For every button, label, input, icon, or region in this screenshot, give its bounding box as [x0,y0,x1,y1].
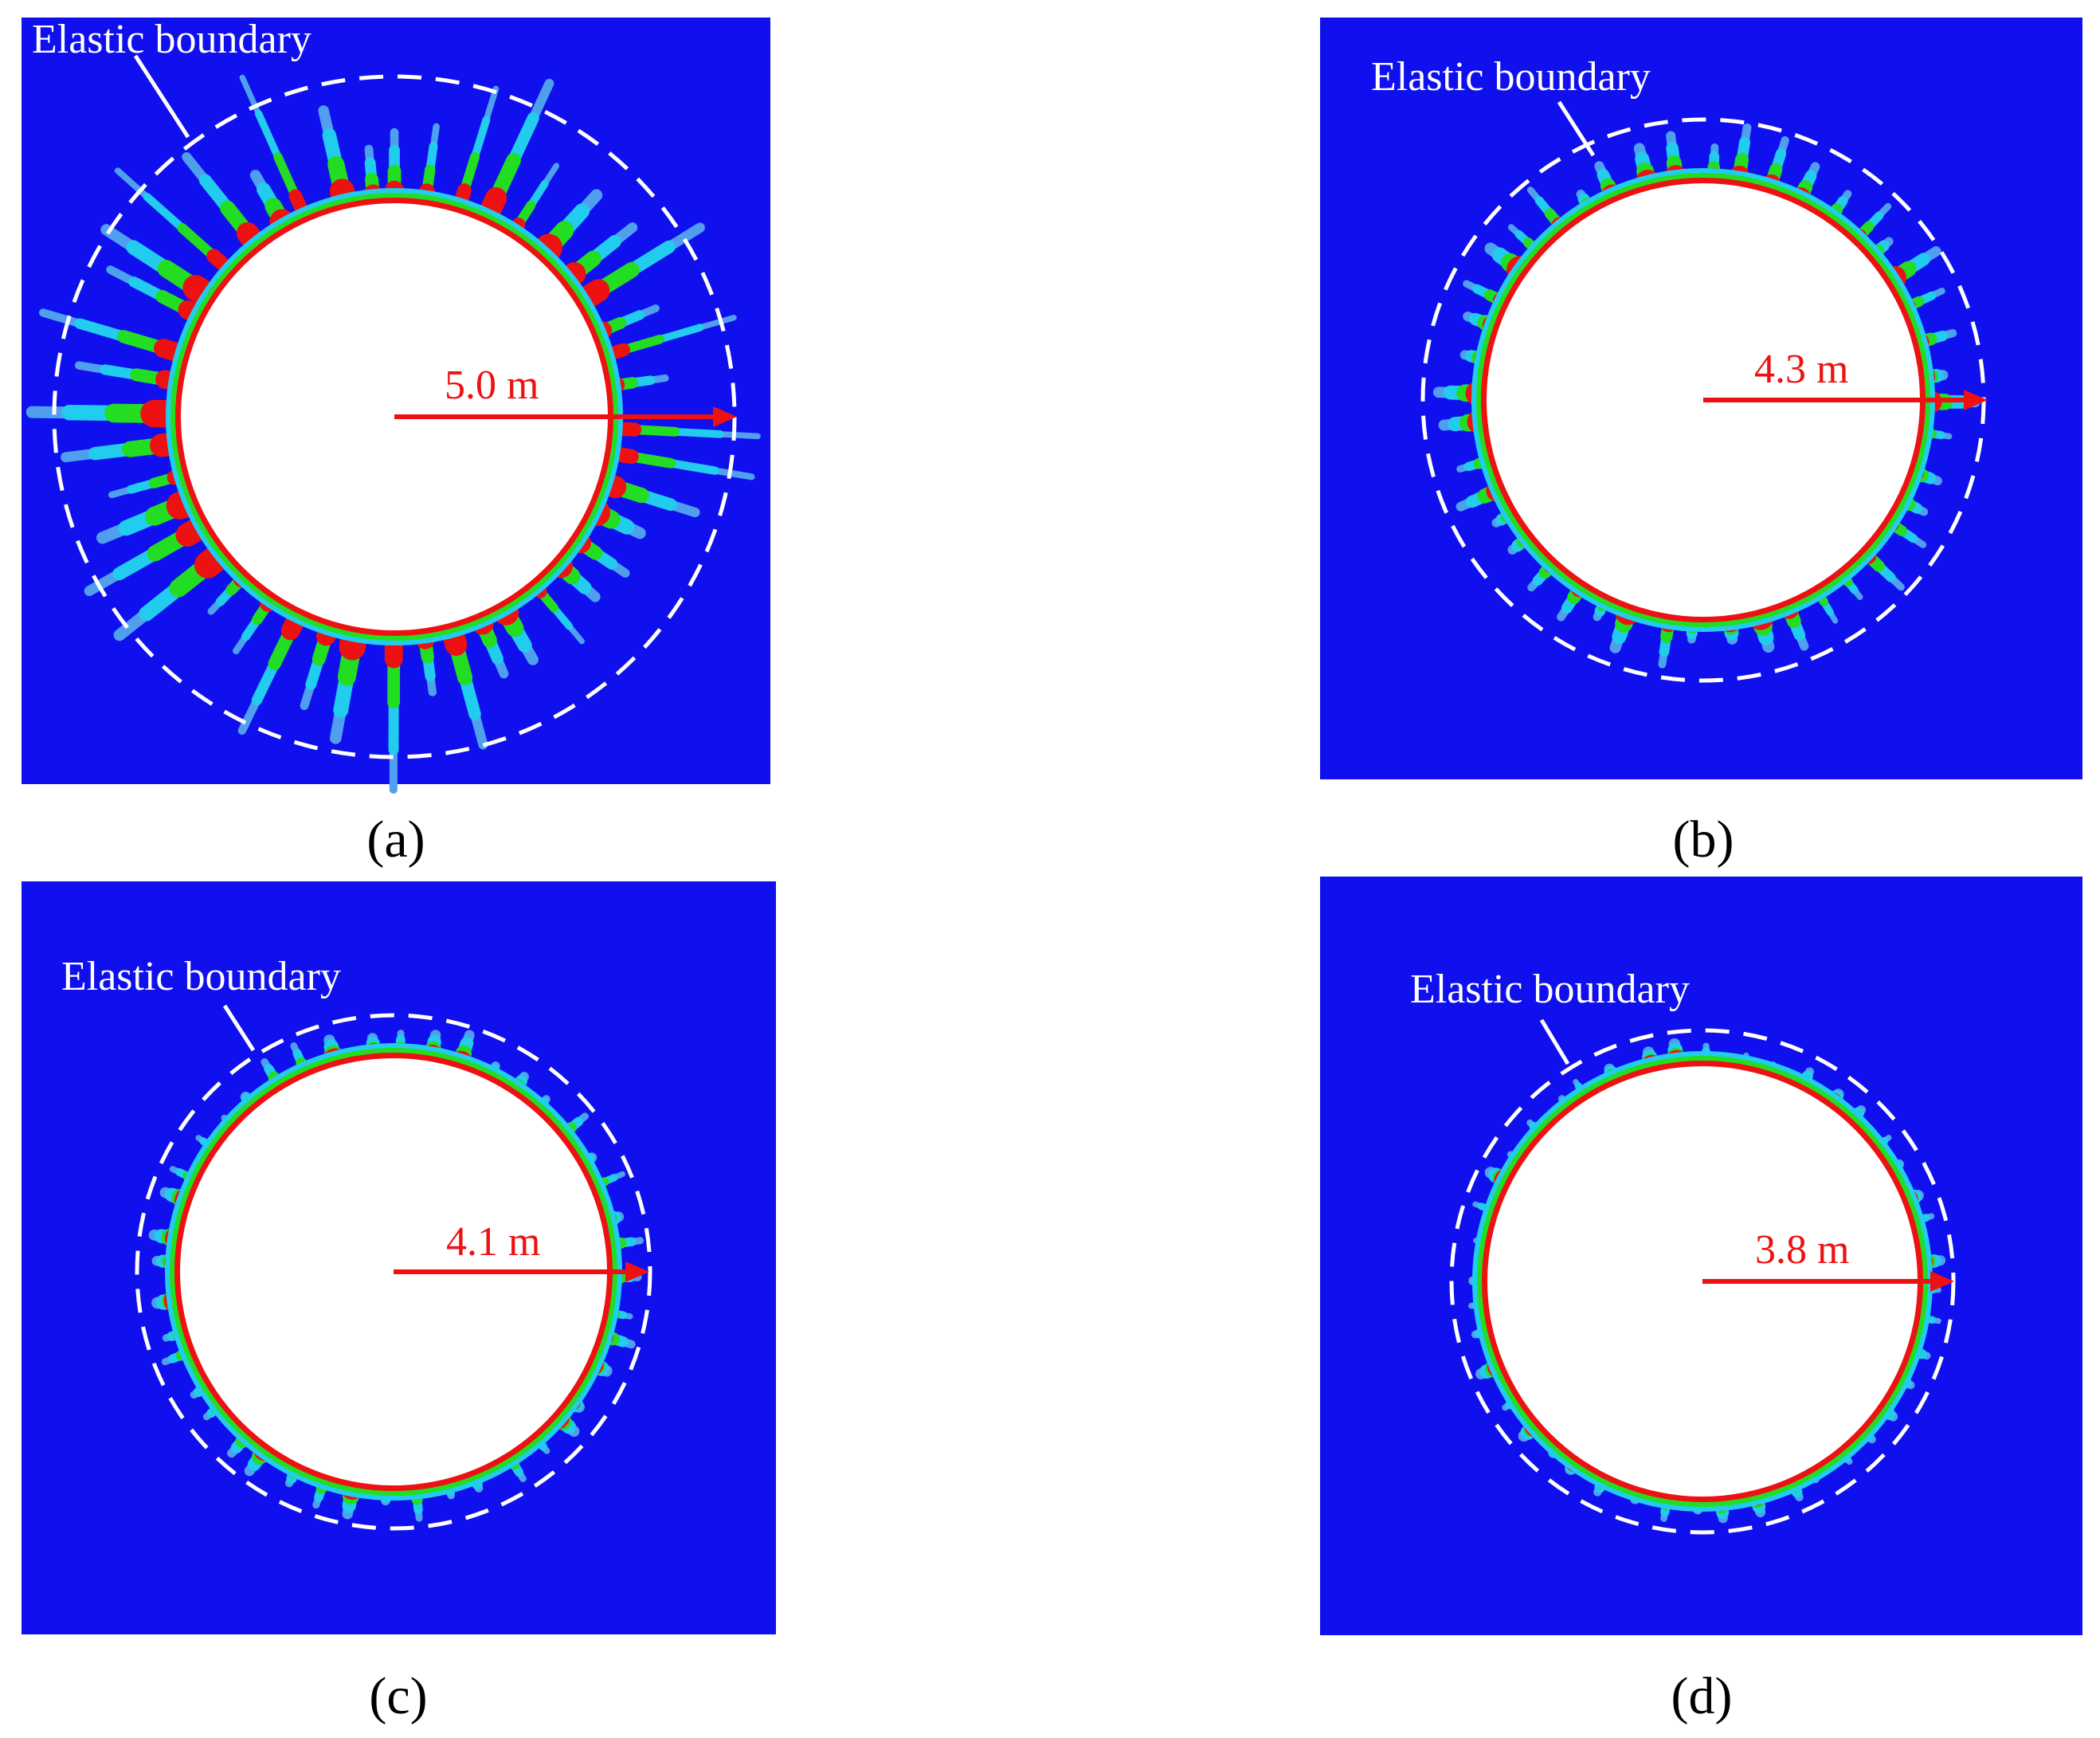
panel-c-caption: (c) [369,1667,427,1725]
panel-c-boundary-leader [222,1004,256,1052]
panel-a-caption: (a) [366,810,425,869]
panel-d: Elastic boundary 3.8 m (d) [1320,877,2082,1725]
panel-c: Elastic boundary 4.1 m (c) [22,881,776,1725]
panel-a: Elastic boundary 5.0 m (a) [22,17,770,869]
panel-d-radius-arrowhead [1930,1271,1954,1292]
panel-a-boundary-label: Elastic boundary [32,17,311,62]
panel-b: Elastic boundary 4.3 m (b) [1320,18,2082,869]
panel-b-radius-arrowhead [1964,390,1988,410]
panel-b-caption: (b) [1673,810,1734,869]
panel-a-damage-zone [25,74,761,794]
panel-d-boundary-leader [1539,1018,1570,1065]
panel-c-boundary-label: Elastic boundary [61,954,341,999]
panel-a-radius-arrowhead [713,406,737,427]
panel-a-boundary-leader [133,54,190,139]
panel-c-radius-label: 4.1 m [446,1219,540,1265]
panel-d-radius-label: 3.8 m [1755,1227,1849,1273]
panel-a-radius-label: 5.0 m [445,363,539,408]
panel-d-boundary-label: Elastic boundary [1410,967,1690,1012]
panel-d-caption: (d) [1671,1667,1733,1725]
panel-c-elastic-boundary-circle [135,1013,652,1531]
panel-b-boundary-label: Elastic boundary [1371,54,1651,100]
panel-b-boundary-leader [1557,100,1596,157]
panel-c-radius-arrowhead [625,1261,649,1282]
panel-b-radius-label: 4.3 m [1754,347,1848,392]
